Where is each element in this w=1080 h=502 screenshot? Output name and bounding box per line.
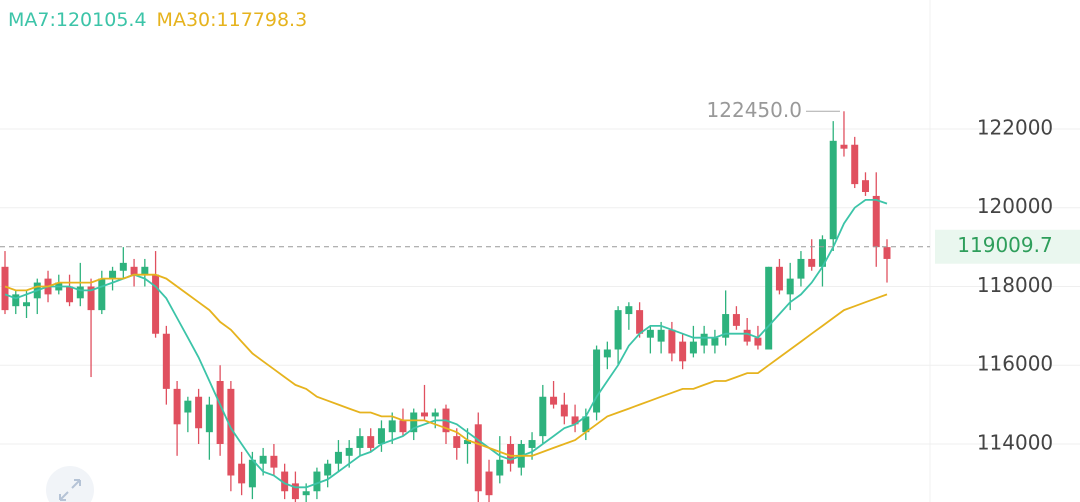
y-tick-label: 118000 (977, 273, 1053, 297)
candle-body (743, 329, 751, 342)
candle-body (657, 329, 665, 342)
candle-body (399, 420, 407, 433)
candle-body (195, 396, 203, 429)
candle-body (162, 333, 170, 389)
candle-body (464, 440, 472, 444)
legend-entry: MA30:117798.3 (157, 9, 308, 31)
candle-body (66, 286, 74, 303)
candle-body (485, 471, 493, 496)
candle-body (453, 436, 461, 448)
legend: MA7:120105.4 MA30:117798.3 (8, 9, 307, 31)
candle-body (539, 396, 547, 437)
expand-icon (59, 479, 81, 501)
y-tick-label: 122000 (977, 115, 1053, 139)
expand-button[interactable] (46, 466, 94, 502)
candle-body (840, 144, 848, 149)
candle-body (345, 447, 353, 456)
candle-body (646, 329, 654, 338)
max-marker-label: 122450.0 (707, 98, 802, 122)
candle-body (711, 337, 719, 346)
expand-bg[interactable] (46, 466, 94, 502)
candle-body (388, 420, 396, 433)
candle-body (173, 388, 181, 425)
ma-line (4, 273, 888, 457)
candle-body (377, 428, 385, 444)
candle-body (507, 443, 515, 464)
candle-body (313, 471, 321, 492)
last-price-label: 119009.7 (957, 233, 1052, 257)
candle-body (109, 270, 117, 279)
candle-body (872, 195, 880, 248)
candle-body (668, 329, 676, 354)
candle-body (625, 306, 633, 315)
candle-body (765, 266, 773, 350)
candle-body (474, 424, 482, 492)
candle-body (420, 412, 428, 417)
candle-body (302, 491, 310, 496)
candle-body (119, 262, 127, 271)
candle-body (582, 416, 590, 433)
ma-line (4, 199, 888, 489)
candle-body (636, 310, 644, 334)
candle-body (291, 483, 299, 500)
candle-body (732, 314, 740, 326)
y-tick-label: 114000 (977, 430, 1053, 454)
candle-body (797, 258, 805, 279)
legend-entry: MA7:120105.4 (8, 9, 147, 31)
candle-body (560, 404, 568, 417)
candle-body (829, 140, 837, 240)
candle-body (281, 471, 289, 492)
candle-body (12, 294, 20, 307)
y-tick-label: 120000 (977, 194, 1053, 218)
candle-body (334, 451, 342, 464)
candle-body (754, 337, 762, 346)
candle-body (431, 412, 439, 417)
candle-body (227, 388, 235, 476)
candle-body (1, 266, 9, 311)
candle-body (883, 247, 891, 259)
candle-body (23, 302, 31, 307)
candle-body (818, 239, 826, 267)
candle-body (700, 333, 708, 346)
candle-body (689, 341, 697, 354)
candle-body (248, 459, 256, 488)
candle-body (775, 266, 783, 291)
candle-body (550, 396, 558, 405)
candle-body (786, 278, 794, 295)
candle-body (593, 349, 601, 413)
candle-body (808, 258, 816, 267)
candle-body (216, 380, 224, 444)
candle-body (259, 455, 267, 464)
candle-body (87, 286, 95, 311)
candle-body (410, 412, 418, 433)
candle-body (270, 455, 278, 468)
candle-body (205, 404, 213, 433)
candle-body (722, 314, 730, 338)
candle-body (851, 144, 859, 185)
candle-body (324, 463, 332, 476)
last-price-box (935, 229, 1080, 264)
candle-body (367, 436, 375, 448)
candle-body (141, 266, 149, 275)
candle-body (679, 341, 687, 362)
y-tick-label: 116000 (977, 352, 1053, 376)
candle-body (496, 459, 504, 476)
candle-body (76, 286, 84, 299)
candle-body (130, 266, 138, 275)
candle-body (528, 440, 536, 448)
candle-body (603, 349, 611, 358)
candle-body (356, 436, 364, 448)
candle-body (184, 400, 192, 413)
candle-body (614, 310, 622, 350)
candle-body (238, 463, 246, 484)
candle-body (861, 180, 869, 192)
candle-body (98, 278, 106, 311)
candle-body (571, 416, 579, 425)
candle-body (152, 274, 160, 334)
